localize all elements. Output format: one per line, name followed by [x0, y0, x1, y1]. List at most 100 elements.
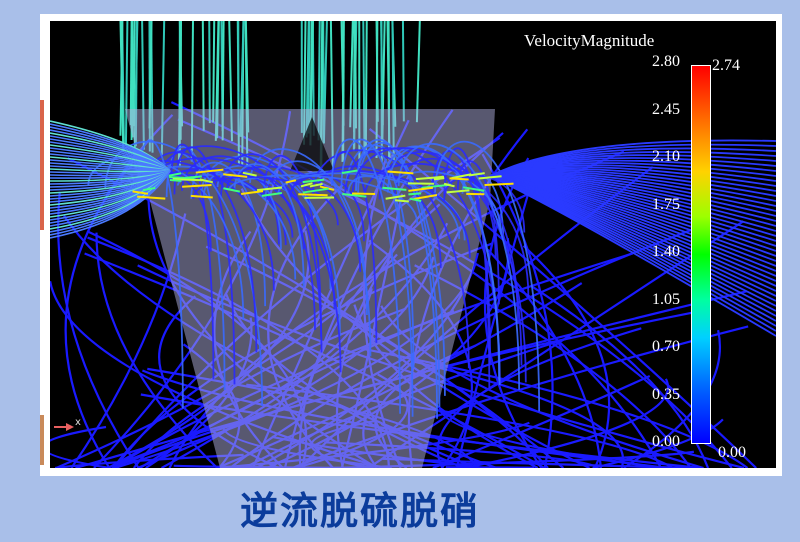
legend-tick: 2.80: [652, 53, 680, 70]
streamline-hot: [409, 197, 422, 202]
legend-tick: 1.40: [652, 243, 680, 260]
streamline: [262, 154, 323, 337]
streamline-hot: [199, 178, 214, 184]
streamline: [463, 378, 670, 468]
streamline-hot: [223, 187, 241, 193]
streamline-hot: [413, 193, 438, 200]
legend-tick: 1.05: [652, 290, 680, 308]
streamline: [434, 140, 541, 412]
frame-edge-strip: [40, 100, 44, 230]
axis-x-label: x: [75, 417, 81, 428]
streamline-hot: [182, 183, 212, 188]
streamline: [228, 174, 419, 225]
streamline-hot: [309, 182, 323, 188]
streamline: [411, 359, 625, 468]
streamline: [351, 147, 527, 383]
streamline-hot: [387, 170, 414, 175]
streamline-hot: [172, 178, 203, 182]
streamline: [375, 21, 379, 122]
streamline-hot: [168, 172, 182, 177]
streamline: [192, 176, 339, 226]
center-cone: [290, 117, 334, 171]
streamline: [119, 21, 124, 136]
streamline: [50, 170, 171, 239]
streamline: [436, 327, 642, 468]
streamline: [387, 145, 501, 385]
streamline-hot: [256, 186, 283, 192]
streamline: [481, 153, 554, 468]
legend-tick: 0.70: [652, 338, 680, 355]
streamline: [347, 175, 401, 223]
range-max: 2.74: [712, 57, 740, 74]
streamline-hot: [137, 195, 166, 200]
streamline-hot: [190, 194, 213, 199]
streamline: [443, 147, 491, 388]
streamline-hot: [443, 182, 455, 188]
streamline: [445, 466, 535, 468]
streamline: [330, 138, 401, 414]
range-min: 0.00: [718, 444, 746, 461]
streamline-hot: [261, 191, 283, 197]
streamline: [401, 21, 405, 122]
streamline-hot: [468, 172, 485, 177]
axis-triad: x: [54, 417, 84, 435]
legend-title: VelocityMagnitude: [524, 31, 655, 50]
streamline-hot: [462, 186, 485, 192]
streamline-hot: [446, 189, 470, 194]
streamline-hot: [302, 178, 325, 184]
legend-tick: 1.75: [652, 195, 680, 213]
legend-tick: 2.10: [652, 148, 680, 165]
legend-tick: 0.35: [652, 385, 680, 403]
streamline: [415, 21, 421, 123]
streamline-hot: [241, 190, 264, 196]
streamline-hot: [342, 192, 367, 198]
streamline: [212, 21, 216, 123]
frame-edge-strip: [40, 415, 44, 465]
streamline: [340, 138, 414, 417]
streamline-hot: [302, 187, 329, 194]
streamline-hot: [169, 179, 182, 182]
streamline-hot: [300, 182, 313, 188]
streamline-hot: [382, 186, 407, 191]
streamline-hot: [408, 192, 422, 196]
streamline-hot: [285, 179, 297, 184]
streamline: [522, 245, 611, 468]
streamline: [340, 21, 345, 126]
streamline: [395, 170, 502, 235]
streamline: [431, 150, 492, 364]
streamline: [120, 159, 275, 291]
streamline-hot: [195, 168, 224, 174]
legend-tick: 0.00: [652, 433, 680, 450]
streamline-hot: [394, 199, 409, 203]
streamline-hot: [484, 182, 514, 187]
caption: 逆流脱硫脱硝: [239, 489, 480, 533]
streamline: [355, 148, 415, 369]
streamline: [124, 21, 129, 146]
streamline-hot: [223, 173, 248, 178]
colorbar: [691, 65, 711, 444]
streamline-hot: [341, 169, 358, 175]
legend-tick: 2.45: [652, 100, 680, 118]
streamline: [208, 21, 211, 124]
streamline-hot: [142, 186, 156, 192]
streamline-visualization: VelocityMagnitude 2.80 2.45 2.10 1.75 1.40 1.…: [50, 21, 776, 468]
streamline-hot: [169, 176, 195, 180]
streamline: [489, 175, 776, 337]
streamline: [432, 374, 651, 468]
streamline-hot: [385, 194, 406, 200]
streamline: [363, 162, 530, 298]
streamlines-canvas: [50, 21, 776, 468]
streamline-hot: [451, 173, 472, 180]
streamline: [190, 161, 267, 307]
streamline-hot: [298, 193, 328, 197]
streamline-hot: [449, 177, 469, 181]
streamline: [50, 425, 111, 468]
streamline-hot: [415, 175, 445, 181]
streamline: [132, 21, 136, 127]
streamline-hot: [478, 175, 502, 180]
streamline: [397, 143, 521, 390]
streamline-hot: [242, 171, 257, 177]
streamline-hot: [408, 186, 434, 192]
streamline-hot: [351, 192, 376, 196]
streamline-hot: [433, 177, 445, 181]
